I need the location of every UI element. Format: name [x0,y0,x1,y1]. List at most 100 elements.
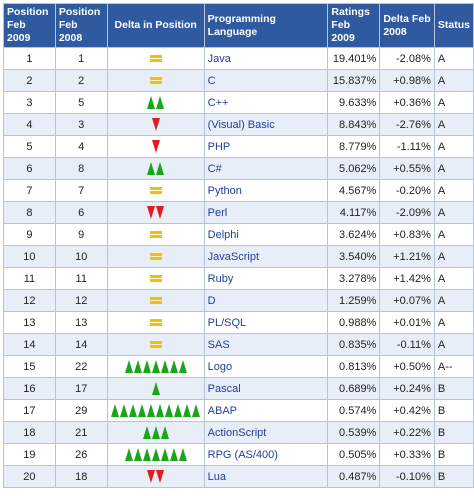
status-cell: B [433,443,474,466]
language-link[interactable]: ABAP [203,399,329,422]
table-row: 11 11 Ruby 3.278% +1.42% A [3,267,474,290]
arrow-up-icon [120,404,129,417]
language-link[interactable]: RPG (AS/400) [203,443,329,466]
arrow-down-icon [156,206,165,219]
language-link[interactable]: JavaScript [203,245,329,268]
position-2009-cell: 5 [3,135,56,158]
table-row: 7 7 Python 4.567% -0.20% A [3,179,474,202]
position-2008-cell: 1 [54,47,108,70]
position-2008-cell: 17 [54,377,108,400]
table-row: 17 29 ABAP 0.574% +0.42% B [3,399,474,422]
language-link[interactable]: SAS [203,333,329,356]
position-2008-cell: 9 [54,223,108,246]
delta-position-cell [106,201,205,224]
arrow-up-icon [142,448,151,461]
rating-cell: 3.278% [327,267,381,290]
language-link[interactable]: Perl [203,201,329,224]
table-row: 20 18 Lua 0.487% -0.10% B [3,465,474,488]
table-row: 13 13 PL/SQL 0.988% +0.01% A [3,311,474,334]
header-position-2009: Position Feb 2009 [3,3,56,48]
delta-rating-cell: -0.10% [379,465,435,488]
position-2008-cell: 22 [54,355,108,378]
language-link[interactable]: Delphi [203,223,329,246]
arrow-up-icon [192,404,201,417]
table-row: 4 3 (Visual) Basic 8.843% -2.76% A [3,113,474,136]
language-link[interactable]: ActionScript [203,421,329,444]
delta-position-cell [106,91,205,114]
table-row: 3 5 C++ 9.633% +0.36% A [3,91,474,114]
language-link[interactable]: Python [203,179,329,202]
language-link[interactable]: PHP [203,135,329,158]
table-row: 15 22 Logo 0.813% +0.50% A-- [3,355,474,378]
language-link[interactable]: Ruby [203,267,329,290]
delta-position-cell [106,69,205,92]
language-link[interactable]: Pascal [203,377,329,400]
arrow-up-icon [183,404,192,417]
status-cell: A [433,157,474,180]
arrow-up-icon [169,448,178,461]
delta-rating-cell: -0.20% [379,179,435,202]
position-2008-cell: 4 [54,135,108,158]
arrow-up-icon [147,162,156,175]
position-2009-cell: 9 [3,223,56,246]
table-body: 1 1 Java 19.401% -2.08% A 2 2 C 15.837% +0.98% A 3 5 C… [3,47,474,488]
tiobe-ranking-table: Position Feb 2009 Position Feb 2008 Delt… [3,3,474,488]
rating-cell: 0.505% [327,443,381,466]
position-2009-cell: 14 [3,333,56,356]
position-2008-cell: 18 [54,465,108,488]
status-cell: A [433,201,474,224]
position-2008-cell: 12 [54,289,108,312]
language-link[interactable]: C# [203,157,329,180]
table-row: 19 26 RPG (AS/400) 0.505% +0.33% B [3,443,474,466]
equal-icon [149,341,162,348]
position-2008-cell: 11 [54,267,108,290]
header-ratings: Ratings Feb 2009 [327,3,381,48]
status-cell: B [433,421,474,444]
language-link[interactable]: D [203,289,329,312]
rating-cell: 3.624% [327,223,381,246]
position-2009-cell: 11 [3,267,56,290]
status-cell: A-- [433,355,474,378]
equal-icon [149,297,162,304]
position-2008-cell: 6 [54,201,108,224]
equal-icon [149,231,162,238]
position-2008-cell: 7 [54,179,108,202]
table-header-row: Position Feb 2009 Position Feb 2008 Delt… [3,3,474,48]
language-link[interactable]: C++ [203,91,329,114]
arrow-up-icon [151,426,160,439]
language-link[interactable]: PL/SQL [203,311,329,334]
position-2009-cell: 1 [3,47,56,70]
position-2009-cell: 6 [3,157,56,180]
rating-cell: 0.813% [327,355,381,378]
delta-rating-cell: +0.36% [379,91,435,114]
table-row: 16 17 Pascal 0.689% +0.24% B [3,377,474,400]
table-row: 9 9 Delphi 3.624% +0.83% A [3,223,474,246]
language-link[interactable]: C [203,69,329,92]
table-row: 1 1 Java 19.401% -2.08% A [3,47,474,70]
position-2008-cell: 10 [54,245,108,268]
delta-position-cell [106,289,205,312]
delta-position-cell [106,311,205,334]
position-2008-cell: 29 [54,399,108,422]
status-cell: A [433,223,474,246]
delta-rating-cell: +0.07% [379,289,435,312]
arrow-up-icon [151,382,160,395]
language-link[interactable]: Logo [203,355,329,378]
delta-position-cell [106,179,205,202]
language-link[interactable]: Java [203,47,329,70]
delta-position-cell [106,223,205,246]
language-link[interactable]: (Visual) Basic [203,113,329,136]
delta-rating-cell: -0.11% [379,333,435,356]
rating-cell: 9.633% [327,91,381,114]
table-row: 12 12 D 1.259% +0.07% A [3,289,474,312]
arrow-up-icon [160,448,169,461]
language-link[interactable]: Lua [203,465,329,488]
delta-position-cell [106,421,205,444]
rating-cell: 8.779% [327,135,381,158]
equal-icon [149,253,162,260]
delta-rating-cell: +0.98% [379,69,435,92]
status-cell: A [433,333,474,356]
delta-position-cell [106,443,205,466]
delta-rating-cell: +0.22% [379,421,435,444]
arrow-up-icon [178,360,187,373]
